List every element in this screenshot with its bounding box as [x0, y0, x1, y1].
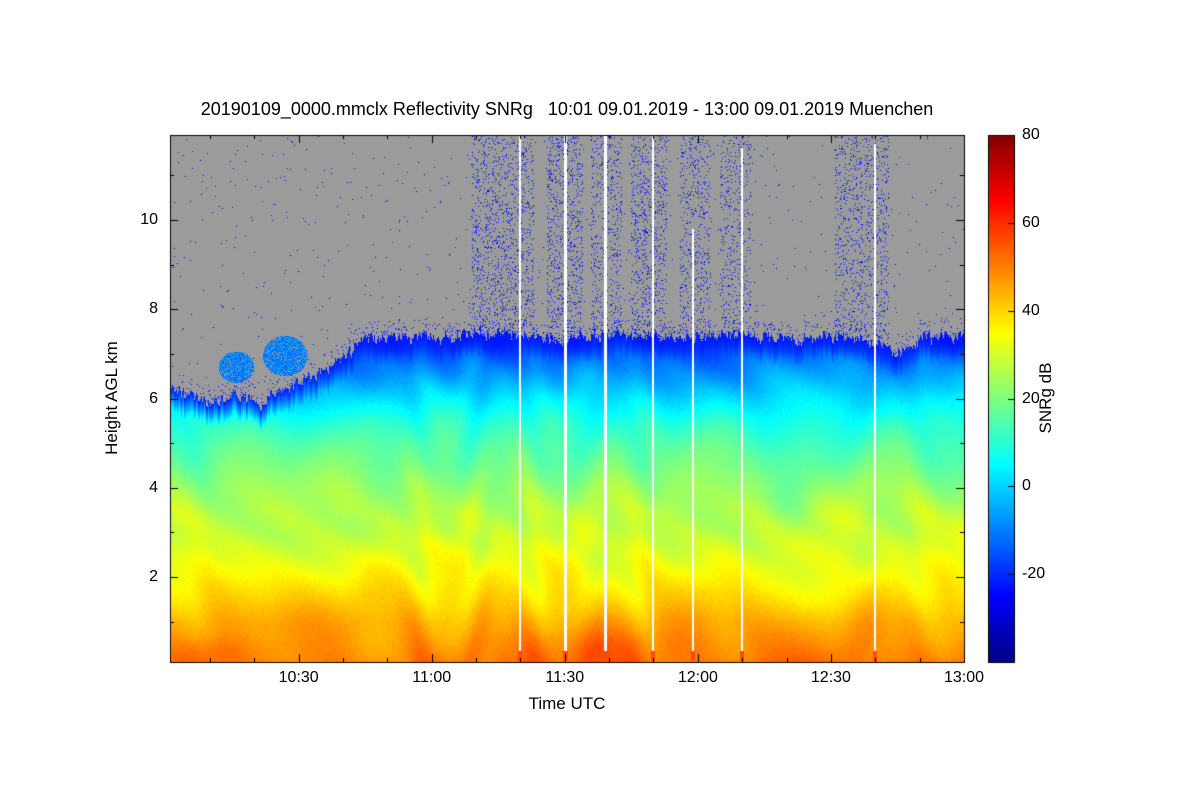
x-tick-label: 10:30	[278, 669, 319, 686]
y-tick-label: 4	[149, 478, 158, 496]
colorbar-tick-label: -20	[1022, 565, 1046, 583]
x-axis-label: Time UTC	[528, 694, 606, 713]
y-tick-label: 10	[140, 210, 158, 228]
x-tick-label: 12:30	[810, 669, 851, 686]
y-tick-label: 2	[149, 568, 158, 586]
x-tick-label: 11:30	[545, 669, 585, 686]
x-tick-label: 11:00	[412, 669, 452, 686]
x-tick-label: 13:00	[943, 669, 985, 686]
x-tick-label: 12:00	[677, 669, 718, 686]
colorbar-label: SNRg dB	[1036, 362, 1055, 434]
colorbar-tick-label: 20	[1022, 389, 1040, 407]
colorbar-tick-label: 40	[1022, 301, 1040, 319]
chart-title: 20190109_0000.mmclx Reflectivity SNRg 10…	[200, 99, 934, 119]
colorbar-tick-label: 80	[1022, 126, 1040, 143]
y-tick-label: 6	[149, 389, 158, 407]
colorbar-tick-label: 60	[1022, 213, 1040, 231]
y-axis-label: Height AGL km	[102, 341, 121, 455]
colorbar-tick-label: 0	[1022, 477, 1031, 495]
y-tick-label: 8	[149, 300, 158, 318]
